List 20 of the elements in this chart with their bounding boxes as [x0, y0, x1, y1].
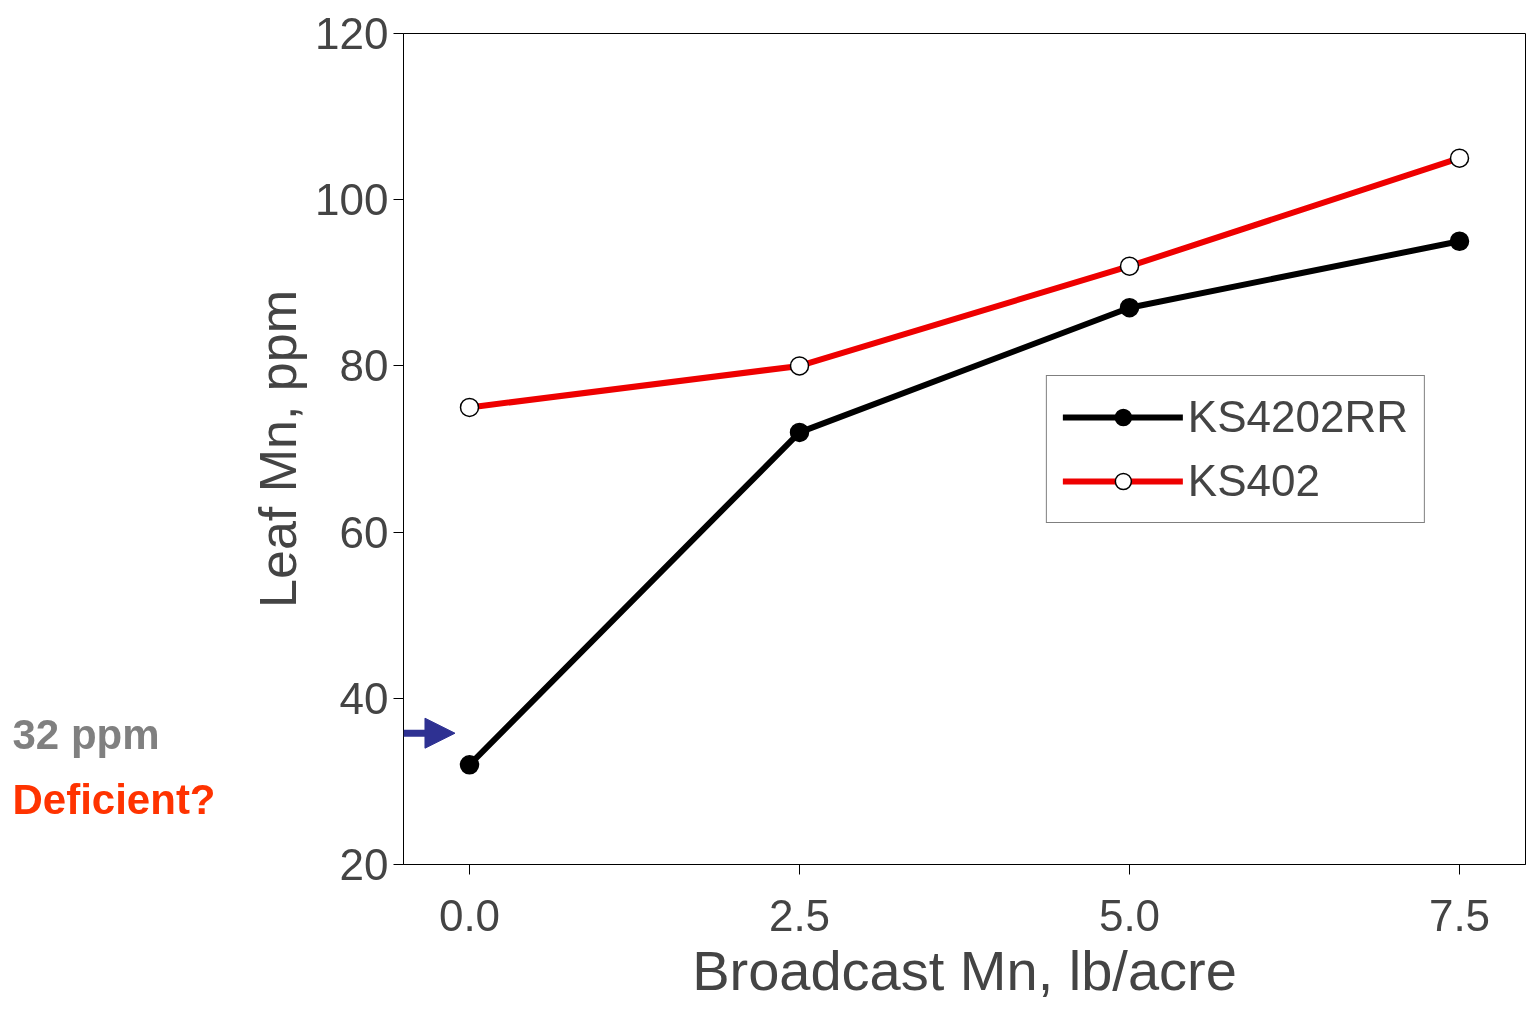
x-tick-label: 5.0: [1098, 890, 1161, 940]
y-tick-label: 120: [315, 9, 389, 58]
x-tick-label: 2.5: [768, 890, 831, 940]
legend-label: KS402: [1187, 455, 1320, 506]
point: [789, 422, 810, 443]
y-tick-label: 100: [315, 175, 389, 225]
x-axis-title: Broadcast Mn, lb/acre: [692, 938, 1237, 1002]
legend-label: KS4202RR: [1187, 391, 1408, 442]
y-axis-title: Leaf Mn, ppm: [249, 290, 308, 608]
x-tick-label: 7.5: [1428, 890, 1491, 940]
y-tick-label: 60: [339, 507, 389, 557]
text: 32 ppm: [12, 711, 160, 759]
point: [1119, 298, 1140, 318]
y-tick-label: 40: [339, 673, 389, 723]
y-tick-label: 80: [339, 341, 389, 391]
point: [459, 755, 480, 775]
text: Deficient?: [12, 776, 216, 824]
point: [1449, 231, 1470, 251]
y-tick-label: 20: [339, 840, 389, 889]
x-tick-label: 0.0: [438, 890, 501, 940]
